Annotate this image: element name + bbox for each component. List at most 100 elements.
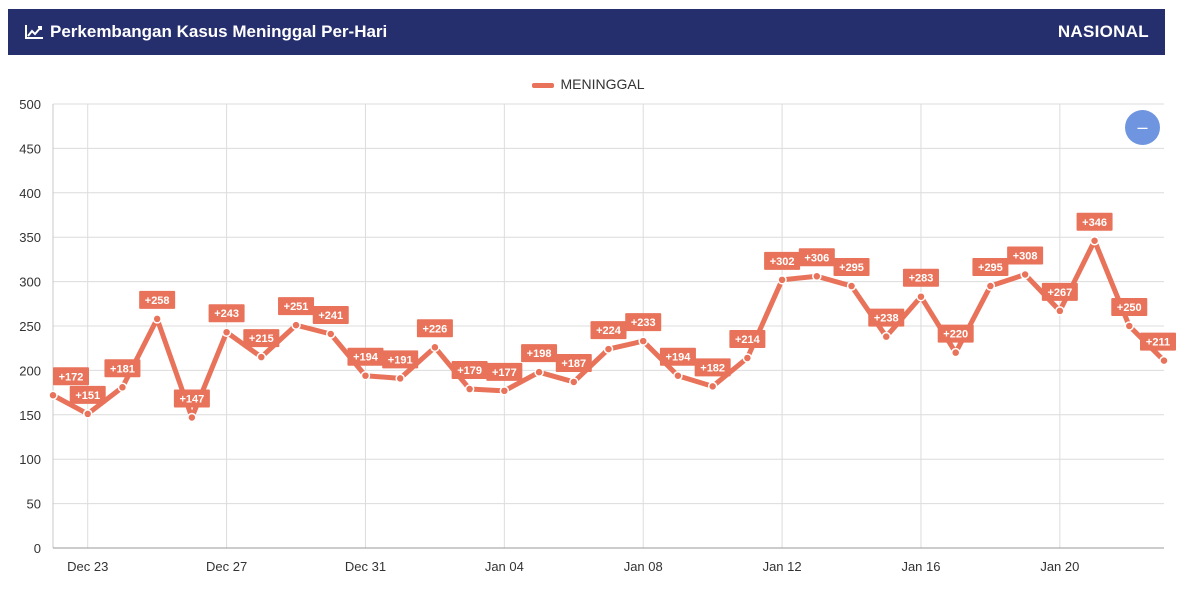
x-tick-label: Jan 20 — [1040, 559, 1079, 574]
data-label: +194 — [666, 352, 692, 364]
data-label-box — [937, 324, 974, 343]
data-point — [117, 382, 128, 393]
data-label: +214 — [735, 334, 761, 346]
data-label: +172 — [59, 371, 84, 383]
legend[interactable]: MENINGGAL — [0, 76, 1177, 92]
data-label: +226 — [423, 323, 448, 335]
data-point — [1020, 269, 1030, 280]
x-tick-label: Jan 16 — [901, 559, 940, 574]
data-point — [360, 370, 371, 381]
data-label-box — [1007, 246, 1044, 265]
data-label-box — [104, 359, 141, 378]
data-label: +238 — [874, 313, 899, 325]
data-label: +243 — [214, 308, 239, 320]
data-point — [950, 347, 961, 358]
data-label: +308 — [1013, 250, 1038, 262]
data-label: +250 — [1117, 302, 1142, 314]
data-label-box — [243, 329, 280, 348]
data-point — [395, 373, 405, 384]
data-point — [48, 390, 58, 401]
data-point — [291, 320, 301, 330]
data-label-box — [69, 385, 106, 404]
data-label: +295 — [978, 262, 1003, 274]
data-point — [673, 370, 683, 381]
x-tick-label: Jan 04 — [485, 559, 524, 574]
data-label-box — [694, 358, 731, 377]
data-point — [82, 409, 93, 419]
data-label-box — [521, 344, 558, 363]
data-label: +179 — [457, 365, 482, 377]
data-label: +241 — [318, 310, 343, 322]
data-point — [1159, 355, 1169, 366]
data-point — [221, 327, 232, 337]
data-point — [569, 377, 579, 387]
data-label: +258 — [145, 295, 170, 307]
y-tick-label: 150 — [19, 408, 41, 423]
data-point — [430, 342, 440, 353]
data-label: +267 — [1047, 287, 1072, 299]
data-point — [1124, 321, 1135, 331]
data-label: +251 — [284, 301, 309, 313]
data-label: +194 — [353, 352, 379, 364]
data-label-box — [486, 362, 523, 381]
y-tick-label: 100 — [19, 452, 41, 467]
data-label: +177 — [492, 367, 517, 379]
zoom-out-button[interactable]: – — [1125, 110, 1160, 145]
data-point — [881, 331, 891, 342]
data-label: +346 — [1082, 217, 1107, 229]
data-label: +198 — [527, 348, 552, 360]
data-label: +211 — [1146, 337, 1170, 349]
data-label: +283 — [909, 273, 934, 285]
data-point — [534, 367, 544, 377]
data-point — [812, 271, 822, 282]
y-tick-label: 450 — [19, 141, 41, 156]
data-label-box — [347, 347, 384, 366]
data-label: +181 — [110, 363, 135, 375]
data-label-box — [382, 350, 419, 369]
data-label-box — [1140, 332, 1176, 351]
data-label-box — [173, 389, 210, 408]
data-point — [916, 291, 926, 302]
minus-icon: – — [1137, 117, 1148, 137]
data-label: +187 — [561, 358, 586, 370]
data-label: +295 — [839, 262, 864, 274]
data-point — [777, 275, 787, 285]
data-point — [187, 412, 197, 423]
x-tick-label: Dec 23 — [67, 559, 108, 574]
y-tick-label: 400 — [19, 186, 41, 201]
data-label-box — [868, 308, 905, 327]
data-label-box — [764, 251, 801, 270]
data-point — [152, 314, 162, 324]
data-point — [846, 281, 857, 291]
data-label: +215 — [249, 333, 274, 345]
data-label-box — [972, 258, 1009, 277]
data-label-box — [555, 353, 592, 372]
data-label: +151 — [75, 390, 100, 402]
data-label-box — [590, 321, 627, 340]
data-label-box — [902, 268, 939, 287]
x-tick-label: Dec 27 — [206, 559, 247, 574]
data-label-box — [278, 297, 315, 316]
x-tick-label: Jan 12 — [763, 559, 802, 574]
data-point — [707, 381, 718, 392]
data-label: +182 — [700, 362, 725, 374]
legend-label: MENINGGAL — [560, 76, 645, 92]
data-label-box — [208, 304, 245, 323]
data-label-box — [1041, 282, 1078, 301]
data-point — [985, 281, 996, 291]
data-point — [464, 384, 475, 394]
x-tick-label: Dec 31 — [345, 559, 386, 574]
data-label-box — [139, 290, 176, 309]
data-label: +147 — [179, 393, 204, 405]
data-label-box — [625, 313, 662, 332]
scope-label: NASIONAL — [1057, 22, 1149, 41]
data-point — [638, 336, 648, 346]
data-label-box — [451, 361, 488, 380]
data-label: +306 — [804, 252, 829, 264]
data-label-box — [53, 367, 89, 386]
y-tick-label: 300 — [19, 275, 41, 290]
data-point — [1055, 306, 1065, 316]
chart-title: Perkembangan Kasus Meninggal Per-Hari — [24, 22, 387, 42]
y-tick-label: 200 — [19, 363, 41, 378]
